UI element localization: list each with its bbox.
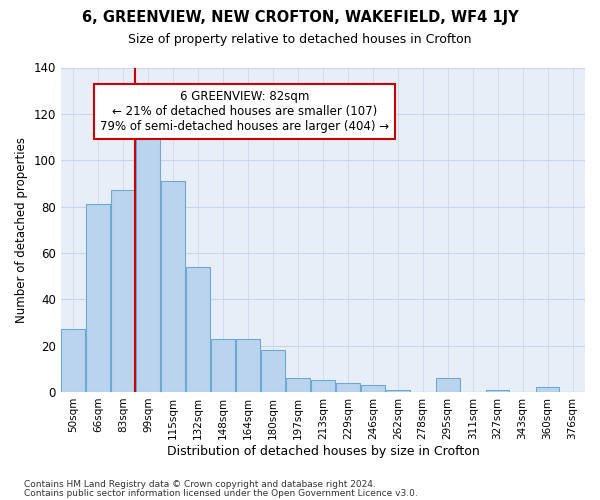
Bar xyxy=(386,390,410,392)
Text: 6 GREENVIEW: 82sqm
← 21% of detached houses are smaller (107)
79% of semi-detach: 6 GREENVIEW: 82sqm ← 21% of detached hou… xyxy=(100,90,389,133)
Bar xyxy=(236,338,260,392)
Text: Size of property relative to detached houses in Crofton: Size of property relative to detached ho… xyxy=(128,32,472,46)
Bar xyxy=(436,378,460,392)
Bar xyxy=(186,267,210,392)
Bar xyxy=(86,204,110,392)
Text: 6, GREENVIEW, NEW CROFTON, WAKEFIELD, WF4 1JY: 6, GREENVIEW, NEW CROFTON, WAKEFIELD, WF… xyxy=(82,10,518,25)
Bar xyxy=(261,350,285,392)
Bar xyxy=(536,388,559,392)
Bar xyxy=(161,181,185,392)
Bar xyxy=(211,338,235,392)
Bar xyxy=(286,378,310,392)
Bar xyxy=(361,385,385,392)
Bar xyxy=(486,390,509,392)
Bar xyxy=(336,382,360,392)
Y-axis label: Number of detached properties: Number of detached properties xyxy=(15,136,28,322)
Bar xyxy=(311,380,335,392)
Text: Contains public sector information licensed under the Open Government Licence v3: Contains public sector information licen… xyxy=(24,489,418,498)
Bar xyxy=(112,190,135,392)
Bar xyxy=(136,130,160,392)
Text: Contains HM Land Registry data © Crown copyright and database right 2024.: Contains HM Land Registry data © Crown c… xyxy=(24,480,376,489)
X-axis label: Distribution of detached houses by size in Crofton: Distribution of detached houses by size … xyxy=(167,444,479,458)
Bar xyxy=(61,330,85,392)
